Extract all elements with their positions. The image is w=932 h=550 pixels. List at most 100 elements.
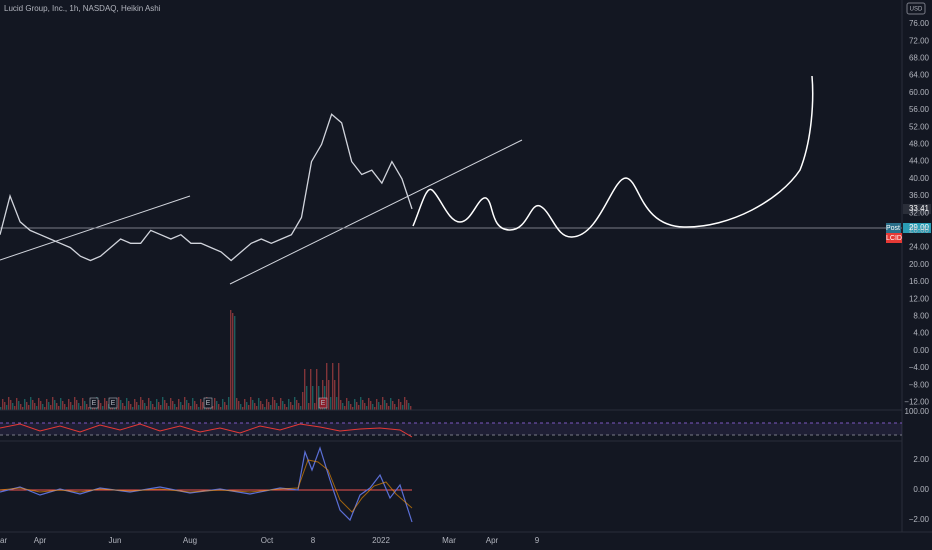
- volume-bar: [148, 398, 150, 410]
- currency-box[interactable]: [906, 2, 926, 15]
- volume-bar: [278, 406, 280, 410]
- volume-bar: [182, 405, 184, 410]
- volume-bar: [76, 400, 78, 410]
- x-tick-label: ar: [0, 536, 7, 545]
- volume-bar: [238, 401, 240, 410]
- y-tick-label: 60.00: [909, 88, 930, 97]
- volume-bar: [214, 398, 216, 410]
- y-tick-label: 20.00: [909, 260, 930, 269]
- volume-bar: [390, 398, 392, 410]
- volume-bar: [8, 397, 10, 410]
- y-tick-label: 44.00: [909, 157, 930, 166]
- volume-bar: [134, 399, 136, 410]
- volume-bar: [282, 401, 284, 410]
- volume-bar: [234, 316, 236, 410]
- y-tick-label: 72.00: [909, 36, 930, 45]
- volume-bar: [140, 397, 142, 410]
- earnings-box[interactable]: [203, 397, 213, 409]
- rsi-tick-label: 100.00: [905, 407, 930, 416]
- post-price: 29.00: [909, 223, 930, 232]
- volume-bar: [14, 406, 16, 410]
- volume-bar: [0, 407, 2, 410]
- volume-bar: [162, 397, 164, 410]
- volume-bar: [406, 400, 408, 410]
- volume-bar: [368, 398, 370, 410]
- x-tick-label: Apr: [486, 536, 499, 545]
- volume-bar: [276, 403, 278, 410]
- x-tick-label: 8: [311, 536, 316, 545]
- volume-bar: [280, 398, 282, 410]
- volume-bar: [228, 397, 230, 410]
- volume-bar: [198, 407, 200, 410]
- volume-bar: [342, 403, 344, 410]
- volume-bar: [178, 399, 180, 410]
- y-tick-label: 56.00: [909, 105, 930, 114]
- y-tick-label: 12.00: [909, 294, 930, 303]
- volume-bar: [150, 401, 152, 410]
- rsi-band: [0, 423, 902, 435]
- volume-bar: [36, 406, 38, 410]
- volume-bar: [172, 401, 174, 410]
- volume-bar: [352, 407, 354, 410]
- volume-bar: [44, 407, 46, 410]
- volume-bar: [70, 402, 72, 410]
- volume-bar: [176, 407, 178, 410]
- earnings-box[interactable]: [108, 397, 118, 409]
- rsi-line: [0, 423, 413, 438]
- volume-bar: [104, 398, 106, 410]
- volume-bar: [42, 404, 44, 410]
- projection-drawing: [412, 75, 814, 238]
- volume-bar: [338, 363, 340, 410]
- y-tick-label: −4.00: [909, 363, 930, 372]
- volume-bar: [188, 403, 190, 410]
- y-tick-label: 52.00: [909, 122, 930, 131]
- volume-bar: [344, 406, 346, 410]
- volume-bar: [20, 404, 22, 410]
- volume-bar: [124, 406, 126, 410]
- volume-bar: [200, 399, 202, 410]
- volume-bar: [274, 400, 276, 410]
- earnings-box[interactable]: [89, 397, 99, 409]
- symbol-tag: LCID: [886, 235, 902, 242]
- x-tick-label: Jun: [109, 536, 122, 545]
- volume-bar: [86, 404, 88, 410]
- volume-bar: [314, 403, 316, 410]
- volume-bar: [184, 397, 186, 410]
- volume-bar: [392, 401, 394, 410]
- earnings-box[interactable]: [318, 397, 328, 409]
- volume-bar: [260, 401, 262, 410]
- signal-line: [0, 459, 413, 513]
- volume-bar: [224, 402, 226, 410]
- volume-bar: [168, 406, 170, 410]
- volume-bar: [376, 399, 378, 410]
- volume-bar: [250, 397, 252, 410]
- volume-bar: [328, 380, 330, 410]
- volume-bar: [394, 404, 396, 410]
- volume-bar: [248, 405, 250, 410]
- volume-bar: [298, 403, 300, 410]
- macd-tick-label: −2.00: [909, 515, 930, 524]
- volume-bar: [346, 398, 348, 410]
- volume-bar: [362, 400, 364, 410]
- volume-bar: [244, 399, 246, 410]
- volume-bar: [154, 407, 156, 410]
- volume-bar: [350, 404, 352, 410]
- currency[interactable]: USD: [910, 7, 923, 13]
- volume-bar: [18, 401, 20, 410]
- volume-bar: [226, 405, 228, 410]
- volume-bar: [296, 400, 298, 410]
- macd-tick-label: 0.00: [913, 485, 929, 494]
- volume-bar: [340, 400, 342, 410]
- volume-bar: [66, 407, 68, 410]
- volume-bar: [202, 402, 204, 410]
- volume-bar: [398, 399, 400, 410]
- volume-bar: [212, 406, 214, 410]
- volume-bar: [264, 407, 266, 410]
- post-label: Post: [886, 225, 900, 232]
- volume-bar: [364, 403, 366, 410]
- y-tick-label: −8.00: [909, 380, 930, 389]
- volume-bar: [186, 400, 188, 410]
- volume-bar: [196, 404, 198, 410]
- volume-bar: [246, 402, 248, 410]
- volume-bar: [272, 397, 274, 410]
